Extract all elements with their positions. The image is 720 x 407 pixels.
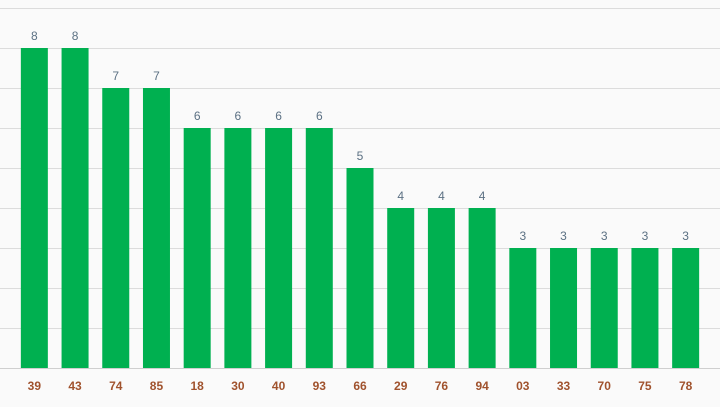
bar-66 (346, 168, 374, 368)
value-label-03: 3 (519, 229, 526, 243)
x-tick-label-85: 85 (150, 379, 164, 393)
value-label-93: 6 (316, 109, 323, 123)
x-tick-label-18: 18 (191, 379, 205, 393)
x-tick-label-39: 39 (28, 379, 42, 393)
x-tick-label-29: 29 (394, 379, 408, 393)
bar-85 (142, 88, 170, 368)
value-label-78: 3 (682, 229, 689, 243)
x-tick-label-03: 03 (516, 379, 530, 393)
value-label-43: 8 (72, 29, 79, 43)
bar-76 (427, 208, 455, 368)
value-label-76: 4 (438, 189, 445, 203)
value-label-75: 3 (642, 229, 649, 243)
x-tick-label-40: 40 (272, 379, 286, 393)
bar-70 (590, 248, 618, 368)
bar-74 (102, 88, 130, 368)
bar-18 (183, 128, 211, 368)
bar-93 (305, 128, 333, 368)
value-label-layer: 8 8 7 7 6 6 6 6 5 4 4 4 3 3 3 3 3 (31, 29, 689, 243)
x-tick-label-74: 74 (109, 379, 123, 393)
value-label-33: 3 (560, 229, 567, 243)
x-tick-label-93: 93 (313, 379, 327, 393)
value-label-18: 6 (194, 109, 201, 123)
bar-39 (20, 48, 48, 368)
value-label-30: 6 (235, 109, 242, 123)
value-label-70: 3 (601, 229, 608, 243)
x-tick-label-30: 30 (231, 379, 245, 393)
value-label-85: 7 (153, 69, 160, 83)
x-tick-label-70: 70 (598, 379, 612, 393)
x-tick-label-layer: 39 43 74 85 18 30 40 93 66 29 76 94 03 33 70 75 78 (28, 379, 693, 393)
x-tick-label-76: 76 (435, 379, 449, 393)
x-tick-label-43: 43 (68, 379, 82, 393)
value-label-29: 4 (397, 189, 404, 203)
bar-29 (387, 208, 415, 368)
x-tick-label-94: 94 (475, 379, 489, 393)
x-tick-label-66: 66 (353, 379, 367, 393)
bar-94 (468, 208, 496, 368)
value-label-39: 8 (31, 29, 38, 43)
value-label-40: 6 (275, 109, 282, 123)
x-tick-label-33: 33 (557, 379, 571, 393)
x-tick-label-78: 78 (679, 379, 693, 393)
value-label-74: 7 (112, 69, 119, 83)
x-tick-label-75: 75 (638, 379, 652, 393)
bar-layer (20, 48, 700, 368)
bar-33 (550, 248, 578, 368)
bar-30 (224, 128, 252, 368)
value-label-94: 4 (479, 189, 486, 203)
bar-40 (265, 128, 293, 368)
bar-78 (672, 248, 700, 368)
bar-75 (631, 248, 659, 368)
bar-43 (61, 48, 89, 368)
bar-03 (509, 248, 537, 368)
value-label-66: 5 (357, 149, 364, 163)
